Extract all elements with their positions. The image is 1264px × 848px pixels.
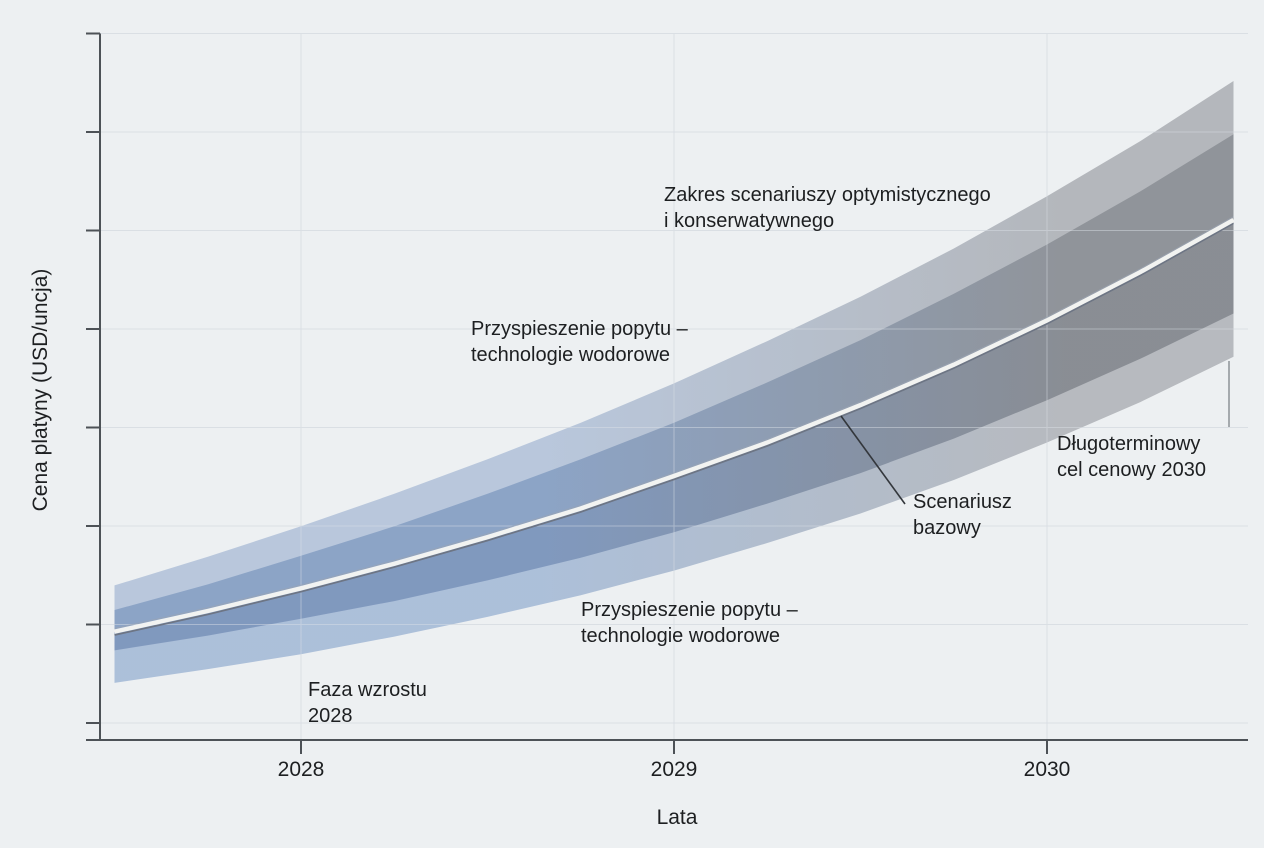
annotation-growth-phase: Faza wzrostu 2028: [308, 679, 427, 727]
axes: [86, 32, 1248, 754]
gridline-overlay: [100, 33, 1248, 740]
x-tick-label-2029: 2029: [650, 758, 698, 781]
x-tick-label-2028: 2028: [277, 758, 325, 781]
annotation-hydrogen-demand-upper: Przyspieszenie popytu – technologie wodo…: [471, 318, 688, 366]
y-axis-title: Cena platyny (USD/uncja): [29, 268, 52, 512]
annotation-long-term-target: Długoterminowy cel cenowy 2030: [1057, 433, 1206, 481]
outer-band-upper: [114, 81, 1234, 632]
x-axis-title: Lata: [656, 806, 698, 829]
base-scenario-line: [114, 216, 1235, 636]
x-tick-label-2030: 2030: [1023, 758, 1071, 781]
annotation-base-scenario: Scenariusz bazowy: [913, 491, 1012, 539]
annotation-scenario-range: Zakres scenariuszy optymistycznego i kon…: [664, 184, 991, 232]
inner-band-upper: [114, 134, 1234, 632]
annotation-hydrogen-demand-lower: Przyspieszenie popytu – technologie wodo…: [581, 599, 798, 647]
base-scenario-leader-line: [840, 415, 906, 505]
